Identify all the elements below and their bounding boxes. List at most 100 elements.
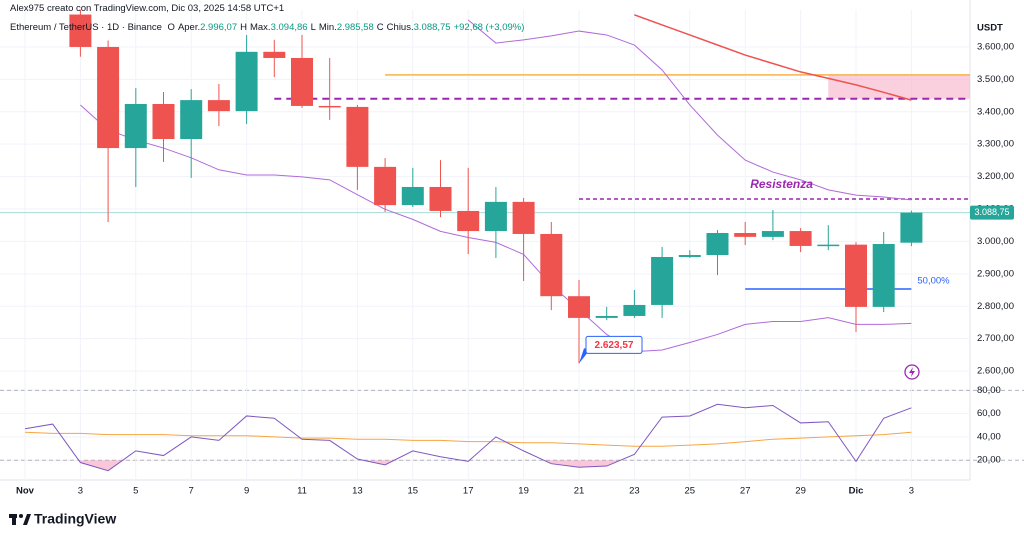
candle-body — [678, 255, 701, 257]
credit: Alex975 creato con TradingView.com, Dic … — [10, 3, 285, 14]
price-tag — [970, 205, 1014, 220]
indicator-line — [634, 14, 912, 101]
rsi-pane — [24, 403, 912, 472]
candle-body — [706, 232, 729, 256]
ohlc-value: 2.985,58 — [336, 22, 374, 33]
candle-body — [734, 232, 757, 237]
x-tick-label: 15 — [408, 486, 419, 497]
candle-body — [900, 212, 923, 243]
price-pane: Resistenza 50,00% 2.623,57 — [69, 10, 970, 364]
x-tick-label: 3 — [909, 486, 914, 497]
candle-body — [374, 166, 397, 206]
candle-body — [568, 296, 590, 318]
candle-body — [235, 51, 258, 112]
candle-body — [817, 244, 840, 247]
candle-body — [540, 233, 563, 297]
ohlc-key: O — [167, 22, 175, 33]
candle-body — [263, 51, 286, 58]
rsi-tick-label: 60,00 — [977, 408, 1001, 419]
x-tick-label: 25 — [685, 486, 696, 497]
x-tick-label: Nov — [16, 486, 35, 497]
ohlc-name: Max. — [249, 22, 271, 33]
y-tick-label: 3.200,00 — [977, 171, 1014, 182]
candle-body — [623, 304, 646, 316]
x-tick-label: 17 — [463, 486, 474, 497]
candle-body — [69, 14, 92, 47]
candle-body — [318, 105, 341, 108]
candle-body — [512, 201, 535, 234]
logo-mark — [9, 514, 31, 525]
legend: Ethereum / TetherUS · 1D · Binance O Aper… — [10, 22, 527, 33]
candle-body — [845, 244, 867, 307]
currency: USDT — [977, 23, 1003, 34]
change: +92,68 (+3,09%) — [453, 22, 525, 33]
candle-body — [152, 103, 175, 139]
candle-body — [429, 186, 452, 211]
y-tick-label: 3.400,00 — [977, 106, 1014, 117]
annotation: 2.623,57 — [595, 340, 634, 351]
x-tick-label: Dic — [849, 486, 864, 497]
annotation: 50,00% — [917, 276, 950, 287]
x-tick-label: 13 — [352, 486, 363, 497]
x-tick-label: 23 — [629, 486, 640, 497]
rsi-tick-label: 40,00 — [977, 431, 1001, 442]
candle-body — [180, 100, 203, 139]
ohlc-value: 3.088,75 — [413, 22, 451, 33]
rsi-tick-label: 20,00 — [977, 455, 1001, 466]
candle-body — [346, 106, 369, 167]
candle-body — [291, 57, 313, 106]
ohlc-name: Aper. — [177, 22, 201, 33]
candle-body — [97, 46, 120, 149]
x-tick-label: 3 — [78, 486, 83, 497]
y-tick-label: 2.900,00 — [977, 268, 1014, 279]
x-tick-label: 7 — [189, 486, 194, 497]
y-tick-label: 3.600,00 — [977, 41, 1014, 52]
zone — [828, 74, 970, 99]
y-tick-label: 2.600,00 — [977, 366, 1014, 377]
price-tag-label: 3.088,75 — [974, 207, 1009, 217]
y-tick-label: 3.000,00 — [977, 236, 1014, 247]
callout-box — [585, 335, 643, 354]
x-tick-label: 27 — [740, 486, 751, 497]
candle-body — [457, 210, 480, 232]
y-tick-label: 2.700,00 — [977, 333, 1014, 344]
candle-body — [651, 256, 674, 305]
annotation: Resistenza — [750, 177, 813, 191]
candle-body — [484, 201, 507, 232]
alert-icon[interactable] — [904, 364, 920, 380]
rsi-zone — [25, 460, 912, 471]
x-tick-label: 21 — [574, 486, 585, 497]
x-tick-label: 9 — [244, 486, 249, 497]
symbol: Ethereum / TetherUS · 1D · Binance — [10, 22, 162, 33]
ohlc-key: H — [240, 22, 247, 33]
x-tick-label: 5 — [133, 486, 138, 497]
indicator-line — [24, 403, 912, 472]
axes: 2.600,00 2.700,00 2.800,00 2.900,00 3.000,00… — [16, 41, 1014, 497]
x-tick-label: 19 — [518, 486, 529, 497]
x-tick-label: 29 — [795, 486, 806, 497]
ohlc-value: 2.996,07 — [200, 22, 238, 33]
candle-body — [872, 244, 895, 307]
candle-body — [207, 100, 230, 112]
y-tick-label: 3.300,00 — [977, 139, 1014, 150]
indicator-line — [467, 19, 912, 201]
candle-body — [124, 103, 147, 149]
ohlc-key: L — [310, 22, 316, 33]
alert-icon-bolt — [909, 367, 915, 377]
candle-body — [401, 186, 424, 206]
ohlc-name: Chius. — [386, 22, 414, 33]
y-tick-label: 3.500,00 — [977, 74, 1014, 85]
indicator-line — [24, 431, 912, 447]
rsi-tick-label: 80,00 — [977, 385, 1001, 396]
ohlc-name: Min. — [318, 22, 337, 33]
ohlc-key: C — [376, 22, 384, 33]
logo: TradingView — [34, 511, 116, 527]
ohlc-value: 3.094,86 — [270, 22, 308, 33]
x-tick-label: 11 — [297, 486, 307, 497]
candle-body — [595, 315, 618, 318]
y-tick-label: 2.800,00 — [977, 301, 1014, 312]
candle-body — [789, 231, 812, 246]
candle-body — [761, 231, 784, 237]
